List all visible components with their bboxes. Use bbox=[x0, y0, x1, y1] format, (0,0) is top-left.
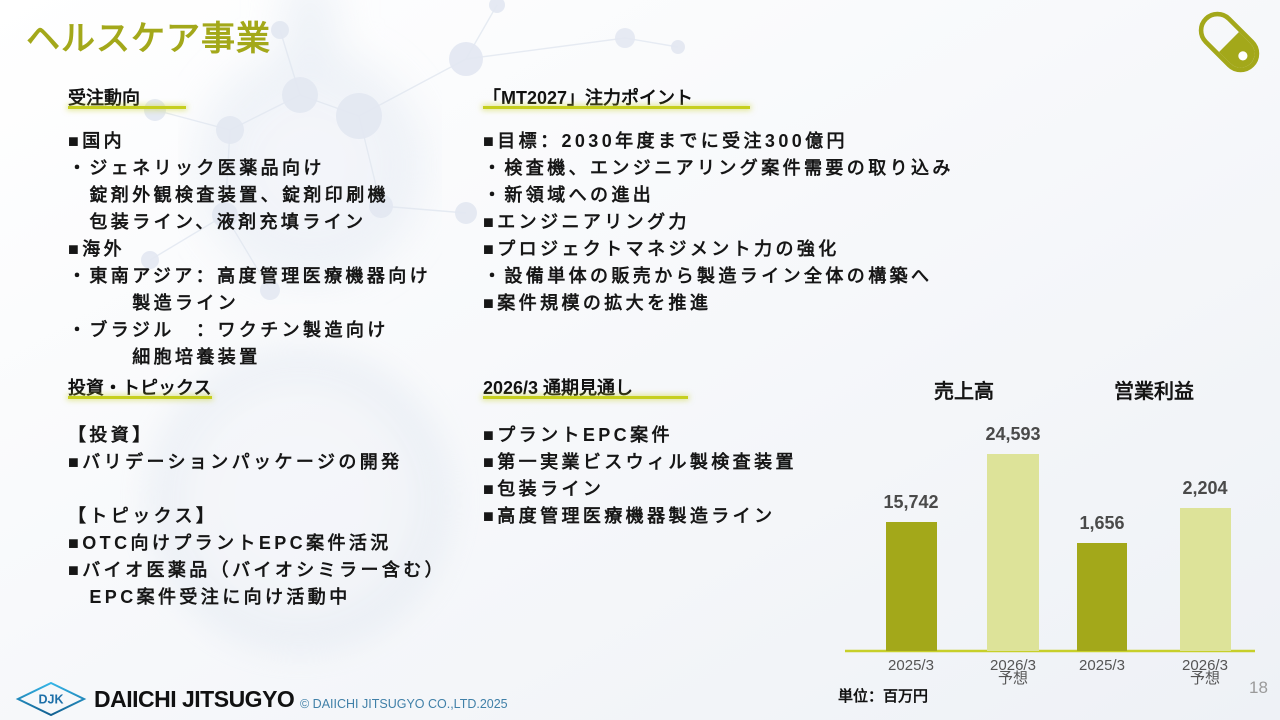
svg-text:1,656: 1,656 bbox=[1079, 513, 1124, 533]
svg-text:売上高: 売上高 bbox=[934, 379, 994, 403]
svg-text:15,742: 15,742 bbox=[883, 492, 938, 512]
svg-text:24,593: 24,593 bbox=[985, 424, 1040, 444]
svg-text:2025/3: 2025/3 bbox=[1079, 657, 1125, 674]
svg-text:予想: 予想 bbox=[998, 670, 1028, 687]
svg-text:DAIICHI JITSUGYO: DAIICHI JITSUGYO bbox=[94, 686, 294, 712]
svg-text:予想: 予想 bbox=[1190, 670, 1220, 687]
svg-text:2025/3: 2025/3 bbox=[888, 657, 934, 674]
svg-text:DJK: DJK bbox=[38, 693, 63, 707]
svg-text:2,204: 2,204 bbox=[1182, 478, 1227, 498]
svg-text:営業利益: 営業利益 bbox=[1114, 379, 1194, 403]
